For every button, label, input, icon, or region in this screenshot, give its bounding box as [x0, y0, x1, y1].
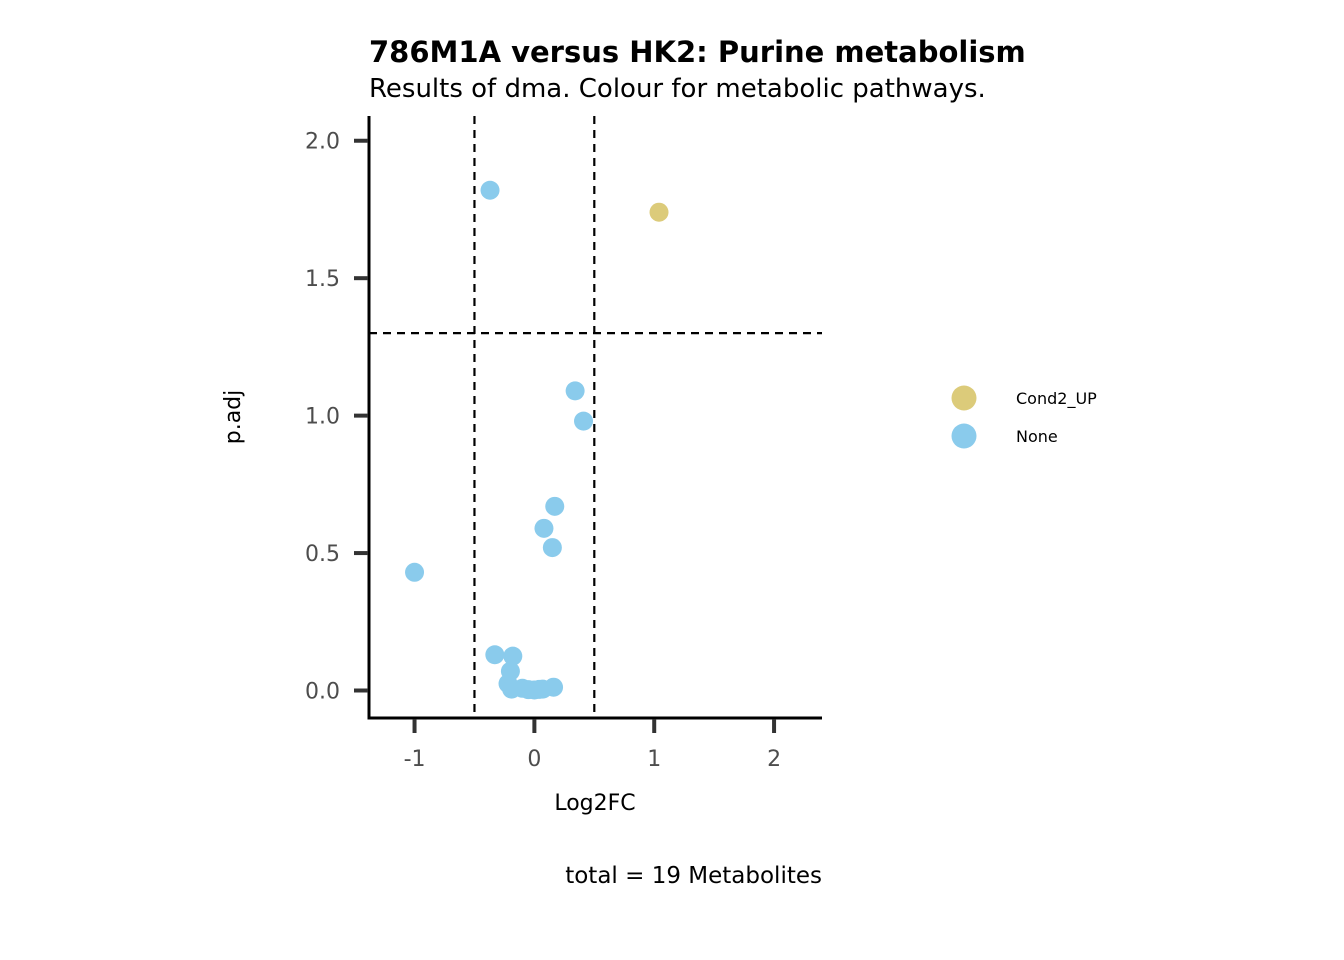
x-tick-label: -1 — [404, 747, 426, 772]
x-axis-ticks: -1 0 1 2 — [404, 719, 781, 772]
reference-lines — [369, 116, 822, 718]
legend-key-cond2-up — [951, 385, 977, 411]
y-tick-label: 0.0 — [305, 680, 340, 705]
point-none-3 — [545, 496, 565, 516]
y-tick-label: 1.5 — [305, 267, 340, 292]
point-none-0 — [480, 180, 500, 200]
legend-key-none — [951, 423, 977, 449]
point-none-8 — [503, 646, 523, 666]
point-none-1 — [565, 381, 585, 401]
point-none-2 — [574, 411, 594, 431]
legend-label-none: None — [1016, 427, 1058, 446]
chart-title: 786M1A versus HK2: Purine metabolism — [369, 35, 1026, 69]
x-tick-label: 0 — [527, 747, 541, 772]
point-none-6 — [405, 562, 425, 582]
point-cond2-up-0 — [649, 202, 669, 222]
chart-subtitle: Results of dma. Colour for metabolic pat… — [369, 74, 986, 104]
data-points — [405, 180, 669, 700]
y-tick-label: 2.0 — [305, 130, 340, 155]
y-tick-label: 1.0 — [305, 405, 340, 430]
caption: total = 19 Metabolites — [565, 863, 822, 889]
point-none-4 — [534, 518, 554, 538]
x-tick-label: 1 — [647, 747, 661, 772]
x-axis-title: Log2FC — [554, 791, 635, 816]
y-axis-title: p.adj — [221, 390, 246, 445]
y-tick-label: 0.5 — [305, 542, 340, 567]
y-axis-ticks: 0.0 0.5 1.0 1.5 2.0 — [305, 130, 368, 705]
point-none-7 — [485, 645, 505, 665]
legend-label-cond2-up: Cond2_UP — [1016, 389, 1097, 409]
legend: Cond2_UP None — [951, 385, 1097, 449]
axes — [367, 116, 822, 720]
point-none-5 — [542, 538, 562, 558]
point-none-17 — [544, 677, 564, 697]
x-tick-label: 2 — [767, 747, 781, 772]
